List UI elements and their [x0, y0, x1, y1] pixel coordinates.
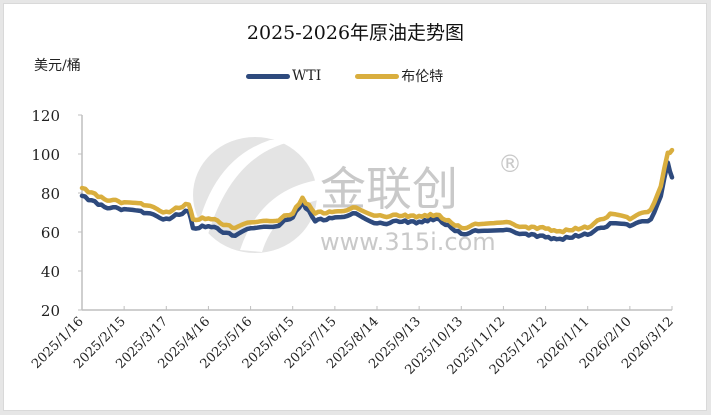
legend-label-brent: 布伦特 [401, 69, 444, 85]
y-tick-label: 120 [31, 107, 60, 125]
watermark-brand: 金联创 [320, 162, 458, 216]
y-tick-label: 40 [41, 263, 60, 281]
legend-label-wti: WTI [292, 68, 322, 84]
chart-series [79, 147, 675, 242]
watermark-logo-icon [193, 137, 318, 253]
chart-legend: WTI 布伦特 [246, 66, 477, 86]
y-tick-label: 20 [41, 302, 60, 320]
watermark-registered: ® [498, 150, 522, 178]
y-tick-label: 80 [41, 185, 60, 203]
legend-swatch-brent [355, 73, 400, 79]
legend-swatch-wti [246, 73, 290, 79]
y-axis-unit-label: 美元/桶 [34, 58, 81, 74]
legend-item-wti: WTI [246, 68, 321, 84]
series-line-brent [79, 147, 675, 235]
series-line-wti [79, 160, 675, 242]
chart-title: 2025-2026年原油走势图 [246, 22, 465, 44]
y-tick-label: 60 [41, 224, 60, 242]
y-tick-label: 100 [31, 146, 60, 164]
legend-item-brent: 布伦特 [355, 66, 443, 86]
watermark: 金联创 ® www.315i.com [193, 137, 522, 256]
